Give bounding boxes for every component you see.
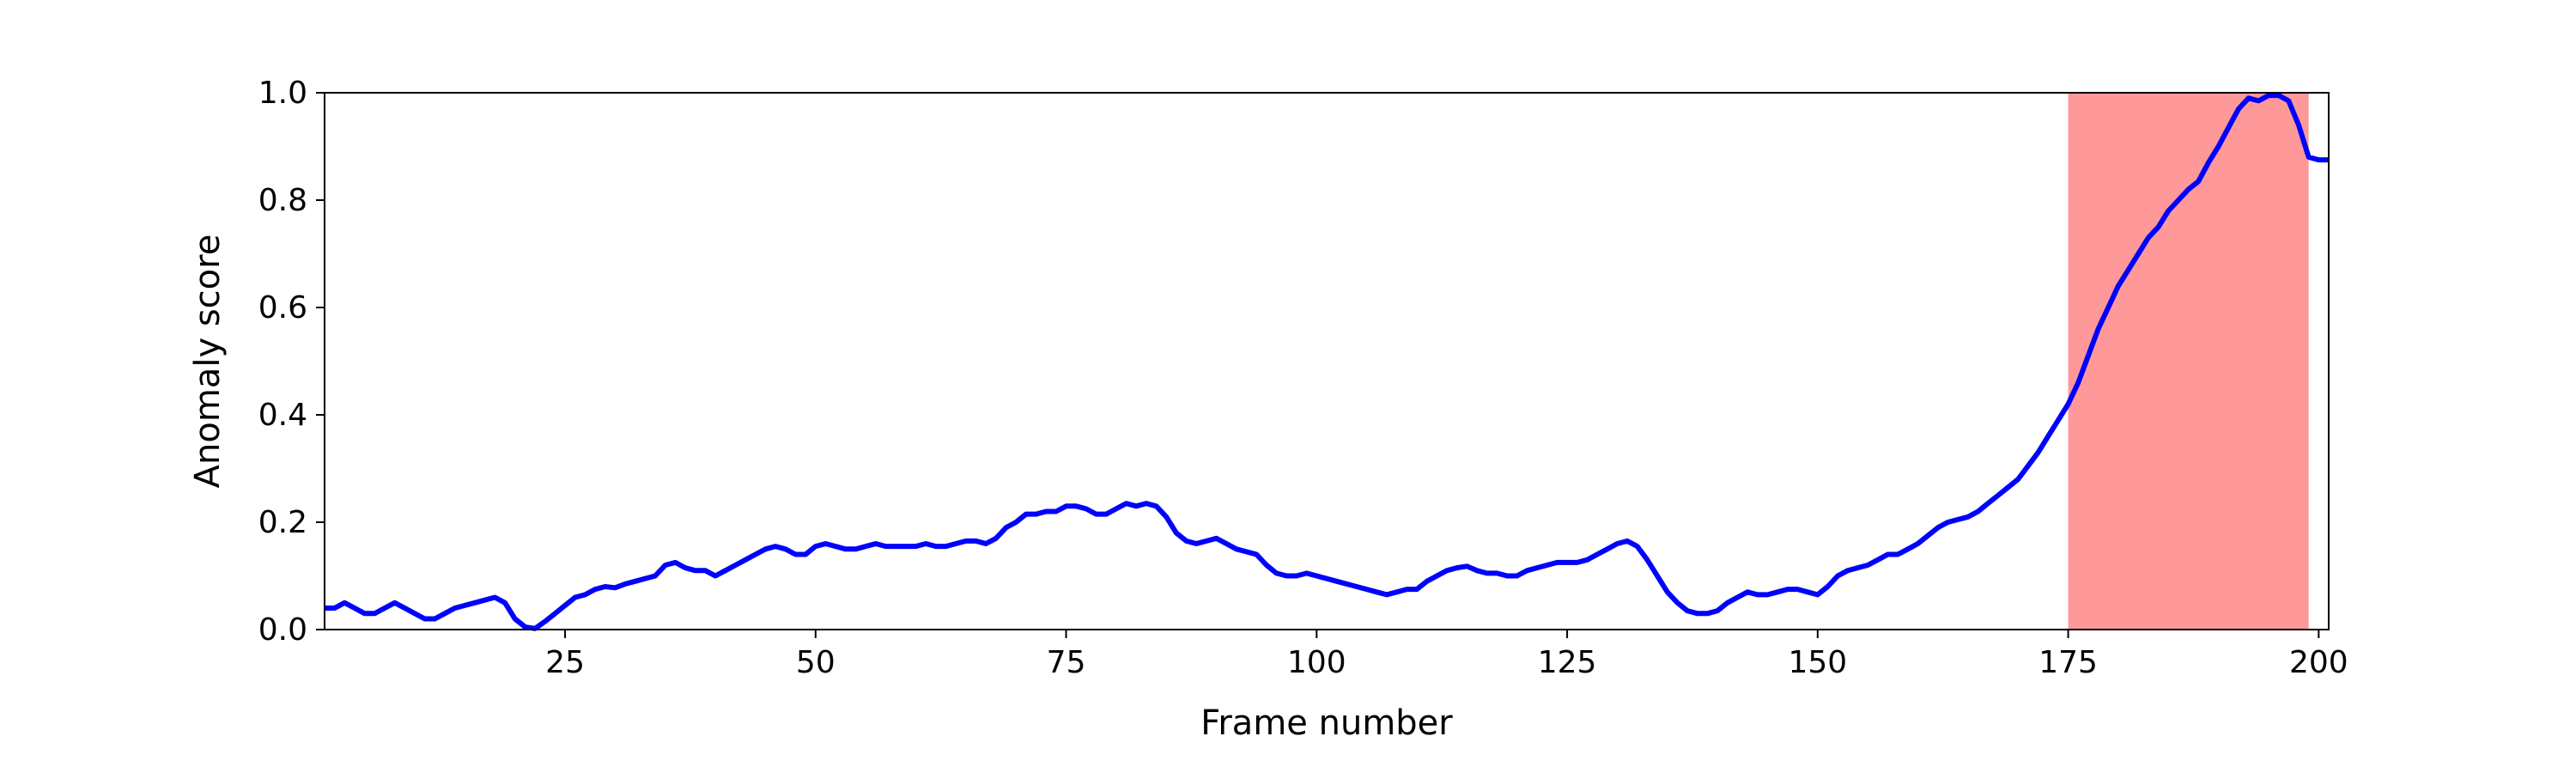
x-tick-label: 200 [2289,645,2348,680]
x-tick-label: 150 [1788,645,1847,680]
y-axis-ticks: 0.0 0.2 0.4 0.6 0.8 1.0 [258,76,325,648]
y-tick-label: 0.4 [258,398,307,433]
y-axis-label: Anomaly score [188,234,228,489]
series-line [325,93,2329,631]
plot-frame [324,92,2330,630]
x-tick-label: 75 [1047,645,1086,680]
y-tick-label: 1.0 [258,76,307,111]
highlight-region [2068,93,2309,630]
x-tick-label: 50 [796,645,835,680]
x-tick-label: 100 [1287,645,1346,680]
x-axis-label: Frame number [1200,703,1453,743]
x-tick-label: 175 [2038,645,2098,680]
x-axis-ticks: 25 50 75 100 125 150 175 200 [545,630,2348,680]
highlight-region-layer [2068,93,2309,630]
y-tick-label: 0.8 [258,183,307,218]
y-tick-label: 0.0 [258,612,307,648]
series-layer [325,93,2329,631]
x-tick-label: 25 [545,645,585,680]
y-tick-label: 0.2 [258,505,307,540]
x-tick-label: 125 [1538,645,1597,680]
y-tick-label: 0.6 [258,290,307,326]
